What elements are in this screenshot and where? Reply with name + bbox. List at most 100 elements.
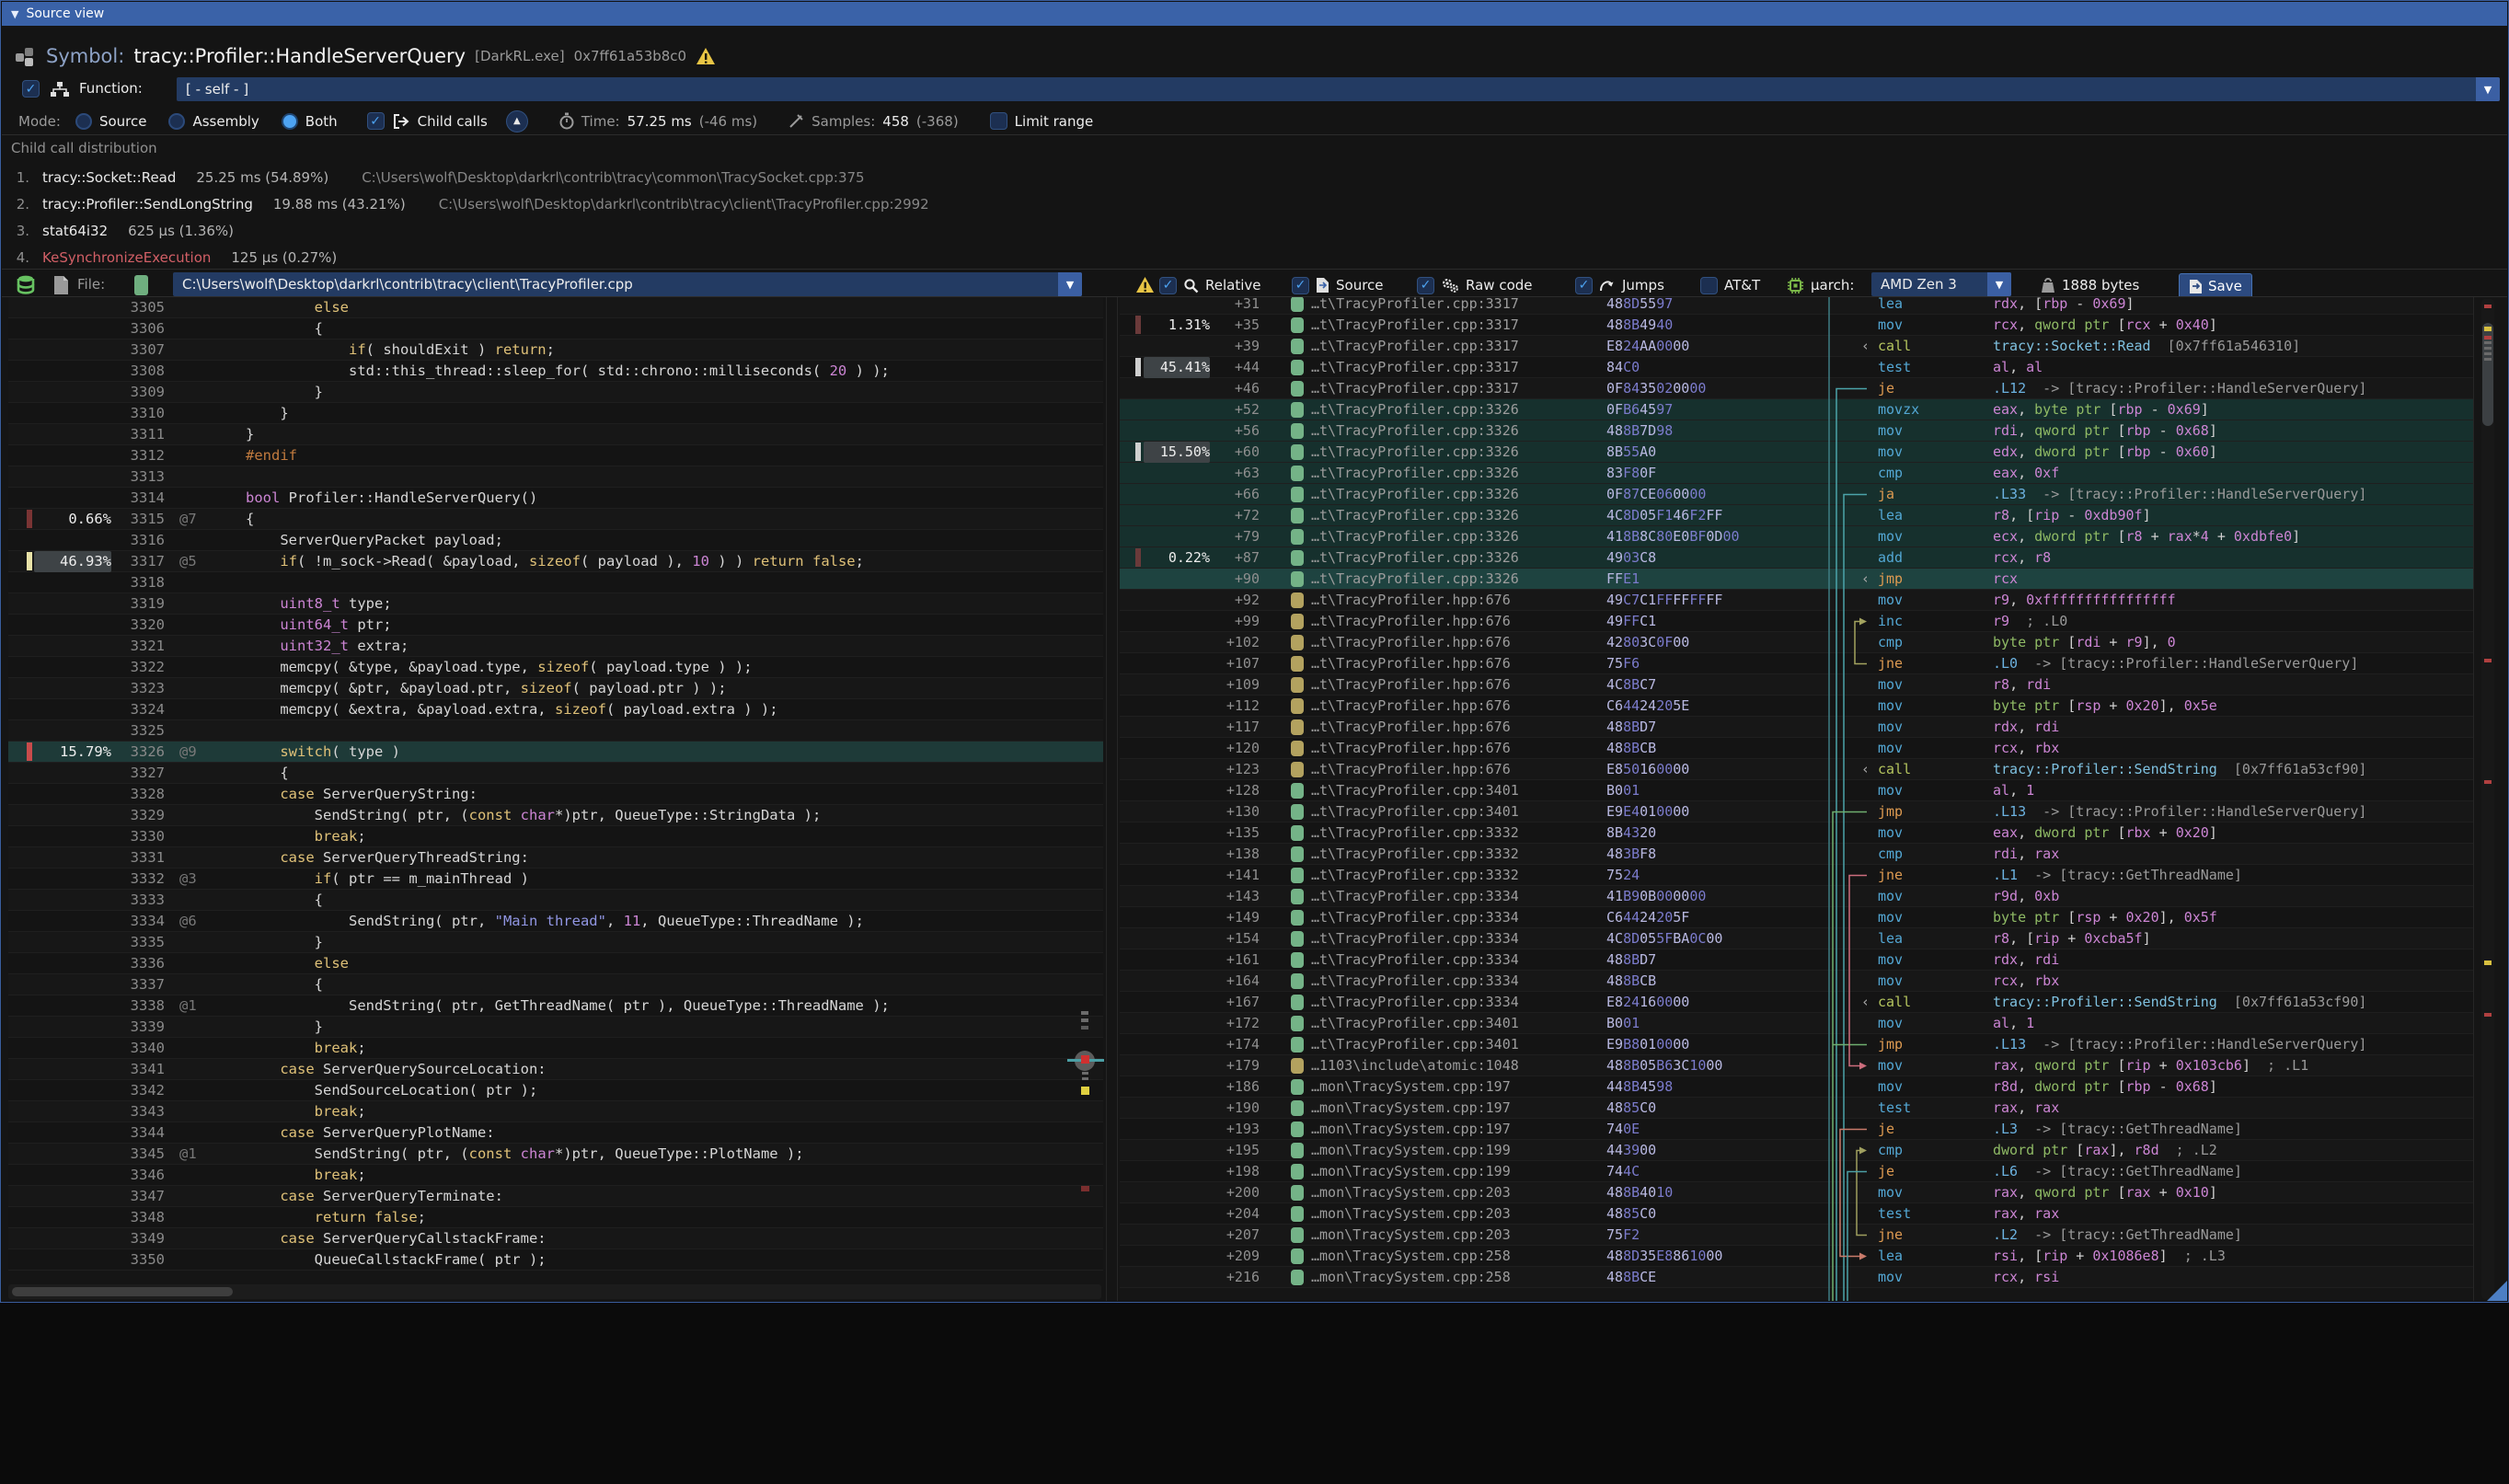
source-line[interactable]: 46.93%3317@5 if( !m_sock->Read( &payload… (8, 551, 1103, 572)
file-combo-arrow-icon[interactable]: ▼ (1058, 272, 1082, 296)
source-line[interactable]: 3312#endif (8, 445, 1103, 466)
source-line[interactable]: 3350 QueueCallstackFrame( ptr ); (8, 1249, 1103, 1271)
source-line[interactable]: 3306 { (8, 318, 1103, 339)
uarch-combo[interactable]: AMD Zen 3 ▼ (1871, 272, 2011, 296)
source-line[interactable]: 3310 } (8, 403, 1103, 424)
source-line[interactable]: 15.79%3326@9 switch( type ) (8, 742, 1103, 763)
radio-source[interactable]: Source (75, 113, 147, 130)
source-line[interactable]: 3324 memcpy( &extra, &payload.extra, siz… (8, 699, 1103, 720)
relative-checkbox[interactable]: ✓ Relative (1159, 273, 1261, 297)
source-line[interactable]: 3311} (8, 424, 1103, 445)
source-line[interactable]: 3345@1 SendString( ptr, (const char*)ptr… (8, 1144, 1103, 1165)
source-line[interactable]: 3325 (8, 720, 1103, 742)
child-calls-checkbox[interactable]: ✓ Child calls (367, 112, 488, 130)
source-line[interactable]: 3322 memcpy( &type, &payload.type, sizeo… (8, 657, 1103, 678)
source-line[interactable]: 3338@1 SendString( ptr, GetThreadName( p… (8, 995, 1103, 1017)
collapse-icon[interactable]: ▼ (11, 8, 18, 20)
window-resize-grip[interactable] (2487, 1281, 2507, 1301)
source-line[interactable]: 3313 (8, 466, 1103, 488)
source-line[interactable]: 3316 ServerQueryPacket payload; (8, 530, 1103, 551)
source-line[interactable]: 3347 case ServerQueryTerminate: (8, 1186, 1103, 1207)
source-line[interactable]: 3342 SendSourceLocation( ptr ); (8, 1080, 1103, 1101)
source-line[interactable]: 3337 { (8, 974, 1103, 995)
source-line[interactable]: 3331 case ServerQueryThreadString: (8, 847, 1103, 869)
source-line[interactable]: 3305 else (8, 297, 1103, 318)
source-line[interactable]: 3343 break; (8, 1101, 1103, 1122)
window-titlebar[interactable]: ▼ Source view (2, 2, 2507, 26)
source-line[interactable]: 3335 } (8, 932, 1103, 953)
asm-warning-icon[interactable] (1135, 276, 1155, 293)
raw-code-checkbox[interactable]: ✓ Raw code (1417, 273, 1533, 297)
source-line[interactable]: 3339 } (8, 1017, 1103, 1038)
source-line[interactable]: 3309 } (8, 382, 1103, 403)
source-line[interactable]: 3321 uint32_t extra; (8, 636, 1103, 657)
database-icon[interactable] (15, 274, 37, 296)
source-checkbox[interactable]: ✓ Source (1292, 273, 1384, 297)
source-line[interactable]: 3341 case ServerQuerySourceLocation: (8, 1059, 1103, 1080)
source-line[interactable]: 3330 break; (8, 826, 1103, 847)
source-line[interactable]: 3327 { (8, 763, 1103, 784)
symbol-warning-icon[interactable] (696, 47, 716, 65)
radio-assembly[interactable]: Assembly (168, 113, 259, 130)
source-line[interactable]: 3340 break; (8, 1038, 1103, 1059)
source-line[interactable]: 3333 { (8, 890, 1103, 911)
source-line[interactable]: 3318 (8, 572, 1103, 593)
source-line[interactable]: 3307 if( shouldExit ) return; (8, 339, 1103, 361)
function-checkbox[interactable]: ✓ (22, 80, 40, 98)
source-line[interactable]: 3348 return false; (8, 1207, 1103, 1228)
function-combo-arrow-icon[interactable]: ▼ (2476, 77, 2500, 101)
source-line[interactable]: 3329 SendString( ptr, (const char*)ptr, … (8, 805, 1103, 826)
source-hscroll-thumb[interactable] (12, 1287, 233, 1296)
save-button[interactable]: Save (2179, 273, 2252, 299)
radio-both[interactable]: Both (282, 113, 338, 130)
source-line[interactable]: 3344 case ServerQueryPlotName: (8, 1122, 1103, 1144)
function-combo[interactable]: [ - self - ] ▼ (177, 77, 2500, 101)
